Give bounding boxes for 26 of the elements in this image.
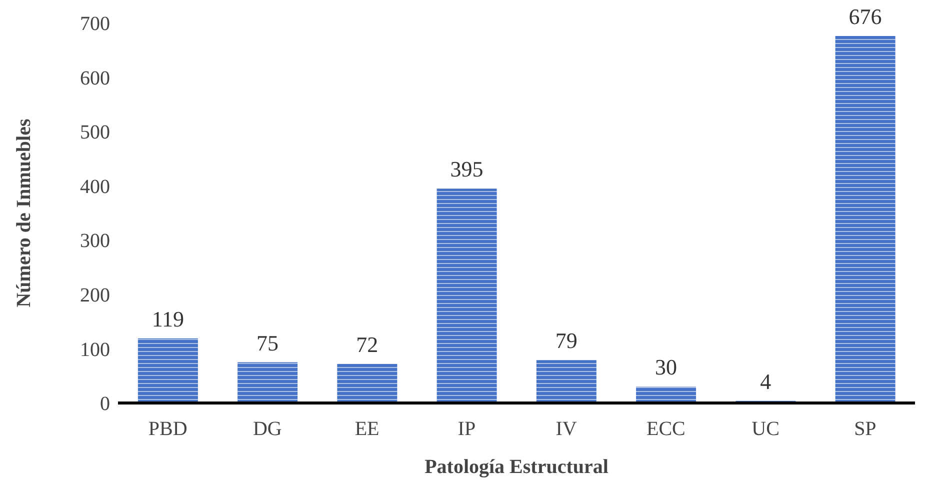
x-tick-label: DG (252, 418, 282, 440)
data-label: 30 (655, 354, 678, 380)
data-label: 75 (256, 330, 279, 356)
x-tick-label: PBD (148, 418, 188, 440)
data-label: 4 (760, 368, 772, 394)
data-label: 119 (152, 306, 184, 332)
y-tick-label: 300 (80, 230, 110, 252)
x-tick-label: IP (458, 418, 476, 440)
x-tick-label: IV (556, 418, 578, 440)
data-label: 676 (848, 4, 882, 30)
data-label: 79 (555, 328, 578, 354)
x-tick-label: UC (752, 418, 780, 440)
x-tick-label: ECC (646, 418, 686, 440)
data-label: 72 (356, 332, 378, 357)
y-tick-label: 0 (100, 393, 110, 416)
x-tick-label: SP (854, 418, 876, 440)
x-tick-label: EE (354, 418, 380, 440)
y-tick-label: 700 (80, 13, 110, 36)
x-axis-title: Patología Estructural (424, 456, 609, 478)
y-tick-label: 400 (80, 176, 110, 198)
y-tick-label: 500 (80, 122, 110, 144)
y-tick-label: 100 (80, 338, 110, 361)
y-tick-label: 200 (80, 284, 110, 307)
y-axis-title: Número de Inmuebles (13, 118, 36, 308)
y-tick-label: 600 (80, 67, 110, 90)
data-label: 395 (450, 156, 484, 182)
